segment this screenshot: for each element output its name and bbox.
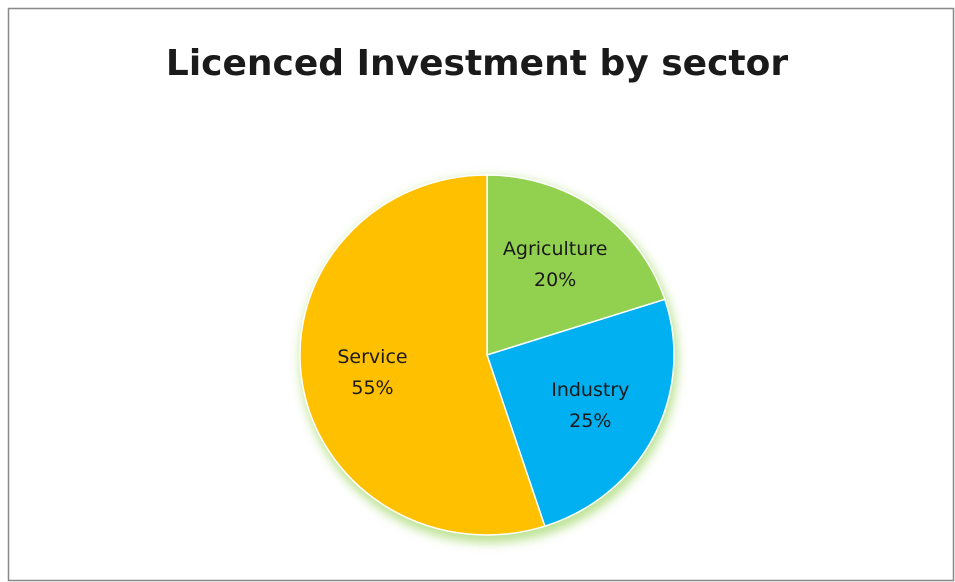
chart-title: Licenced Investment by sector [166,43,788,84]
slice-value-label: 55% [351,377,393,399]
pie-slice [299,174,546,536]
slice-label: Agriculture [503,238,608,260]
slice-value-label: 20% [534,269,576,291]
slice-label: Industry [551,379,629,401]
slice-value-label: 25% [569,410,611,432]
pie-slice [486,174,666,357]
slice-label: Service [337,346,407,368]
pie-slice [486,298,675,528]
